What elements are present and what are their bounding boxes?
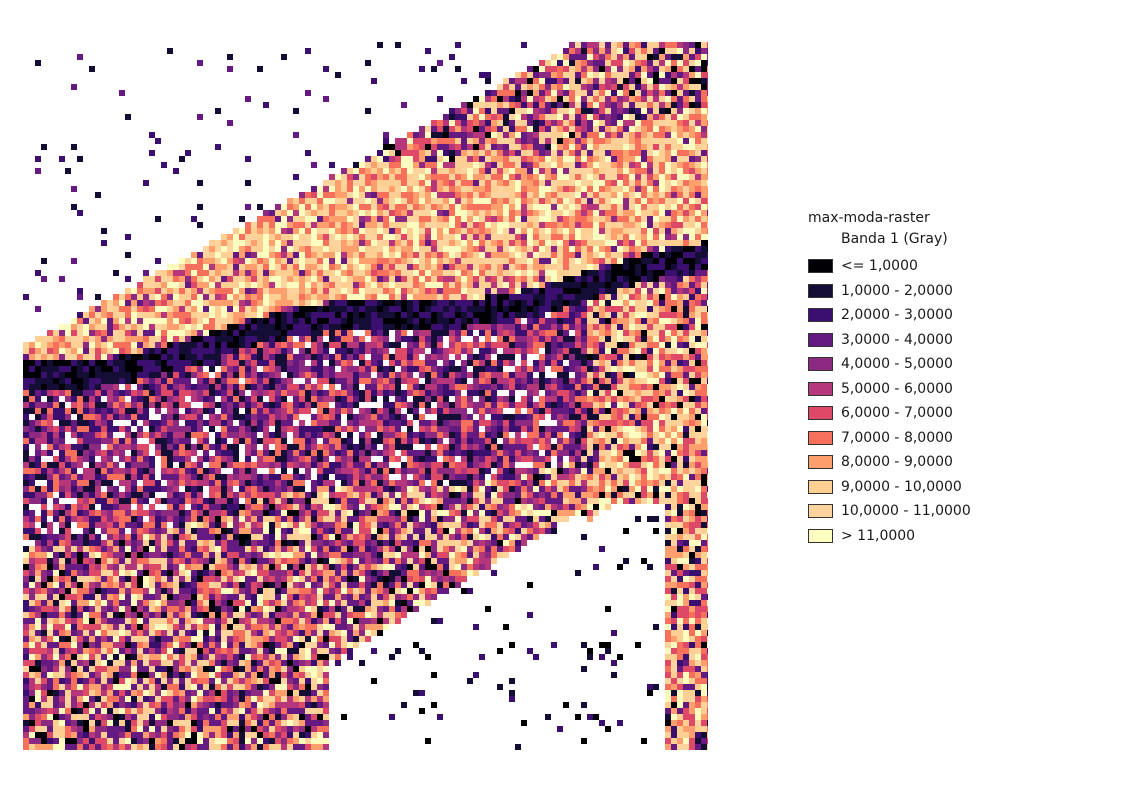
legend-label: > 11,0000 bbox=[841, 527, 916, 544]
legend-swatch bbox=[808, 381, 833, 396]
legend-item: 10,0000 - 11,0000 bbox=[808, 499, 1108, 524]
legend-item: 3,0000 - 4,0000 bbox=[808, 328, 1108, 353]
legend-swatch bbox=[808, 406, 833, 421]
legend-item: 5,0000 - 6,0000 bbox=[808, 377, 1108, 402]
legend-items: <= 1,0000 1,0000 - 2,0000 2,0000 - 3,000… bbox=[808, 254, 1108, 548]
legend-item: <= 1,0000 bbox=[808, 254, 1108, 279]
legend-item: > 11,0000 bbox=[808, 524, 1108, 549]
legend-swatch bbox=[808, 455, 833, 470]
legend-swatch bbox=[808, 430, 833, 445]
legend-label: 3,0000 - 4,0000 bbox=[841, 331, 953, 348]
legend-item: 6,0000 - 7,0000 bbox=[808, 401, 1108, 426]
legend-label: 4,0000 - 5,0000 bbox=[841, 356, 953, 373]
legend-label: 6,0000 - 7,0000 bbox=[841, 405, 953, 422]
legend-item: 4,0000 - 5,0000 bbox=[808, 352, 1108, 377]
legend-swatch bbox=[808, 479, 833, 494]
legend-label: <= 1,0000 bbox=[841, 258, 918, 275]
legend-item: 8,0000 - 9,0000 bbox=[808, 450, 1108, 475]
legend-label: 10,0000 - 11,0000 bbox=[841, 503, 971, 520]
legend-swatch bbox=[808, 357, 833, 372]
legend-swatch bbox=[808, 332, 833, 347]
legend-band-label: Banda 1 (Gray) bbox=[841, 231, 948, 247]
map-legend: max-moda-raster Banda 1 (Gray) <= 1,0000… bbox=[808, 209, 1108, 548]
legend-label: 1,0000 - 2,0000 bbox=[841, 282, 953, 299]
legend-label: 9,0000 - 10,0000 bbox=[841, 478, 962, 495]
legend-swatch bbox=[808, 528, 833, 543]
legend-label: 7,0000 - 8,0000 bbox=[841, 429, 953, 446]
legend-label: 2,0000 - 3,0000 bbox=[841, 307, 953, 324]
legend-swatch bbox=[808, 259, 833, 274]
legend-item: 1,0000 - 2,0000 bbox=[808, 279, 1108, 304]
legend-label: 5,0000 - 6,0000 bbox=[841, 380, 953, 397]
legend-item: 7,0000 - 8,0000 bbox=[808, 426, 1108, 451]
legend-layer-title: max-moda-raster bbox=[808, 210, 930, 226]
raster-canvas bbox=[23, 42, 708, 750]
legend-swatch bbox=[808, 308, 833, 323]
legend-swatch bbox=[808, 283, 833, 298]
raster-map[interactable] bbox=[23, 42, 708, 750]
legend-swatch bbox=[808, 504, 833, 519]
legend-label: 8,0000 - 9,0000 bbox=[841, 454, 953, 471]
legend-item: 9,0000 - 10,0000 bbox=[808, 475, 1108, 500]
legend-item: 2,0000 - 3,0000 bbox=[808, 303, 1108, 328]
